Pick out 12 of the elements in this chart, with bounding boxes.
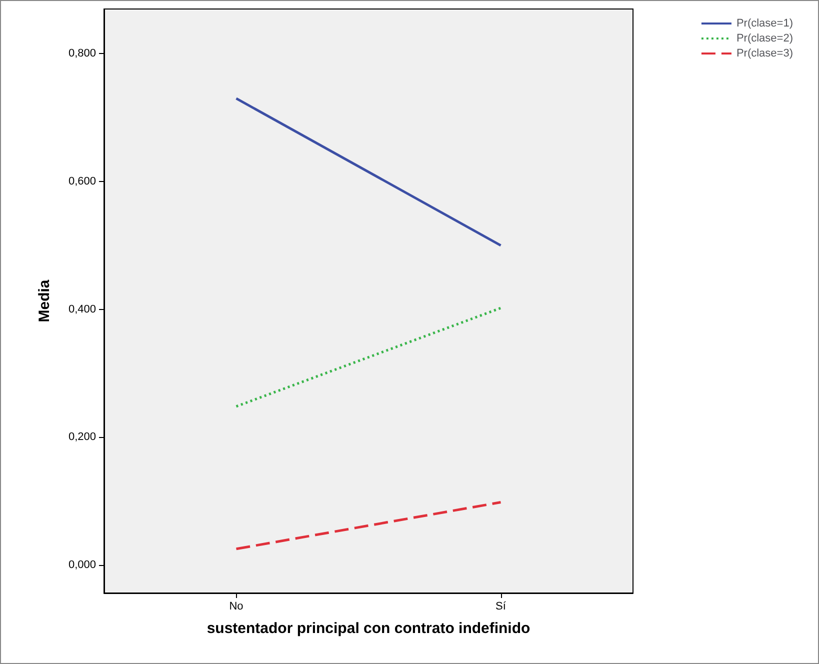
legend-label: Pr(clase=1)	[736, 18, 793, 30]
legend-label: Pr(clase=2)	[736, 32, 793, 44]
y-tick-label: 0,000	[68, 558, 96, 571]
y-tick-label: 0,400	[68, 303, 96, 316]
x-tick-label: No	[229, 600, 244, 612]
legend-label: Pr(clase=3)	[736, 48, 793, 60]
y-axis-title: Media	[36, 279, 53, 322]
y-tick-label: 0,600	[68, 176, 96, 188]
x-tick-label: Sí	[496, 600, 507, 612]
x-axis-title: sustentador principal con contrato indefinido	[206, 620, 530, 637]
y-tick-label: 0,800	[68, 48, 96, 60]
y-tick-label: 0,200	[68, 431, 96, 444]
